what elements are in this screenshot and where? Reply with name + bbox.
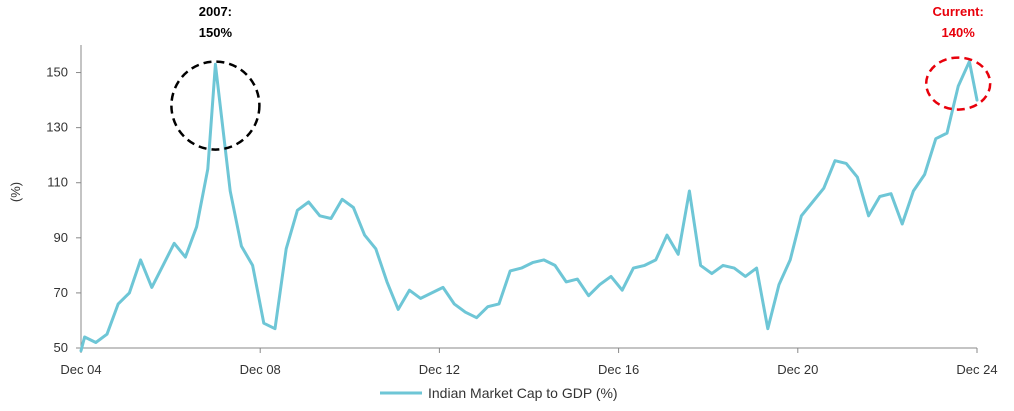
y-tick-label: 150 bbox=[46, 65, 68, 80]
legend-label: Indian Market Cap to GDP (%) bbox=[428, 385, 618, 401]
series-line bbox=[79, 60, 979, 353]
legend: Indian Market Cap to GDP (%) bbox=[380, 385, 618, 401]
y-axis-label: (%) bbox=[8, 182, 23, 202]
y-tick-label: 130 bbox=[46, 120, 68, 135]
x-tick-label: Dec 12 bbox=[419, 362, 460, 377]
y-tick-label: 90 bbox=[54, 230, 68, 245]
annotation-label: 150% bbox=[199, 25, 233, 40]
annotation-label: 2007: bbox=[199, 4, 232, 19]
x-tick-label: Dec 16 bbox=[598, 362, 639, 377]
y-tick-label: 70 bbox=[54, 285, 68, 300]
x-tick-label: Dec 20 bbox=[777, 362, 818, 377]
y-tick-labels: 50 70 90 110 130 150 bbox=[46, 65, 68, 355]
annotation-label: 140% bbox=[942, 25, 976, 40]
annotation-label: Current: bbox=[933, 4, 984, 19]
y-tick-label: 110 bbox=[47, 175, 68, 190]
x-tick-label: Dec 08 bbox=[240, 362, 281, 377]
series-lines bbox=[79, 60, 979, 353]
annotation-circle bbox=[924, 56, 992, 111]
x-tick-label: Dec 04 bbox=[60, 362, 101, 377]
annotation-circle bbox=[170, 60, 261, 151]
annotations: 2007: 150% Current: 140% bbox=[170, 4, 992, 151]
axes bbox=[76, 45, 978, 353]
x-tick-labels: Dec 04 Dec 08 Dec 12 Dec 16 Dec 20 Dec 24 bbox=[60, 362, 997, 377]
x-tick-label: Dec 24 bbox=[956, 362, 997, 377]
y-tick-label: 50 bbox=[54, 340, 68, 355]
